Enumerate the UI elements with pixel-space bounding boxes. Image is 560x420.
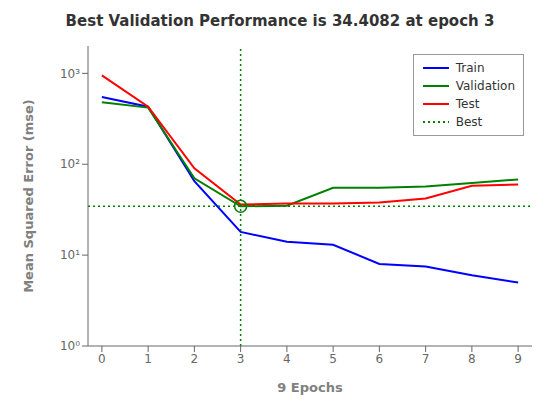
svg-text:9 Epochs: 9 Epochs xyxy=(277,380,343,395)
svg-text:8: 8 xyxy=(468,352,476,366)
html-text:Test: Test xyxy=(455,97,480,111)
html-text:Train: Train xyxy=(455,61,485,75)
svg-text:3: 3 xyxy=(237,352,245,366)
html-text:Best Validation Performance is: Best Validation Performance is 34.4082 a… xyxy=(65,12,495,30)
svg-text:10⁰: 10⁰ xyxy=(60,339,80,353)
svg-text:10²: 10² xyxy=(60,157,80,171)
svg-text:2: 2 xyxy=(191,352,199,366)
svg-text:9: 9 xyxy=(514,352,522,366)
svg-text:6: 6 xyxy=(376,352,384,366)
html-text:Validation: Validation xyxy=(455,79,515,93)
svg-text:5: 5 xyxy=(329,352,337,366)
svg-text:1: 1 xyxy=(144,352,152,366)
svg-text:4: 4 xyxy=(283,352,291,366)
svg-text:10¹: 10¹ xyxy=(60,248,80,262)
svg-text:7: 7 xyxy=(422,352,430,366)
svg-text:10³: 10³ xyxy=(60,67,80,81)
html-text:Best: Best xyxy=(455,115,483,129)
svg-text:Mean Squared Error (mse): Mean Squared Error (mse) xyxy=(21,99,36,293)
svg-text:0: 0 xyxy=(98,352,106,366)
